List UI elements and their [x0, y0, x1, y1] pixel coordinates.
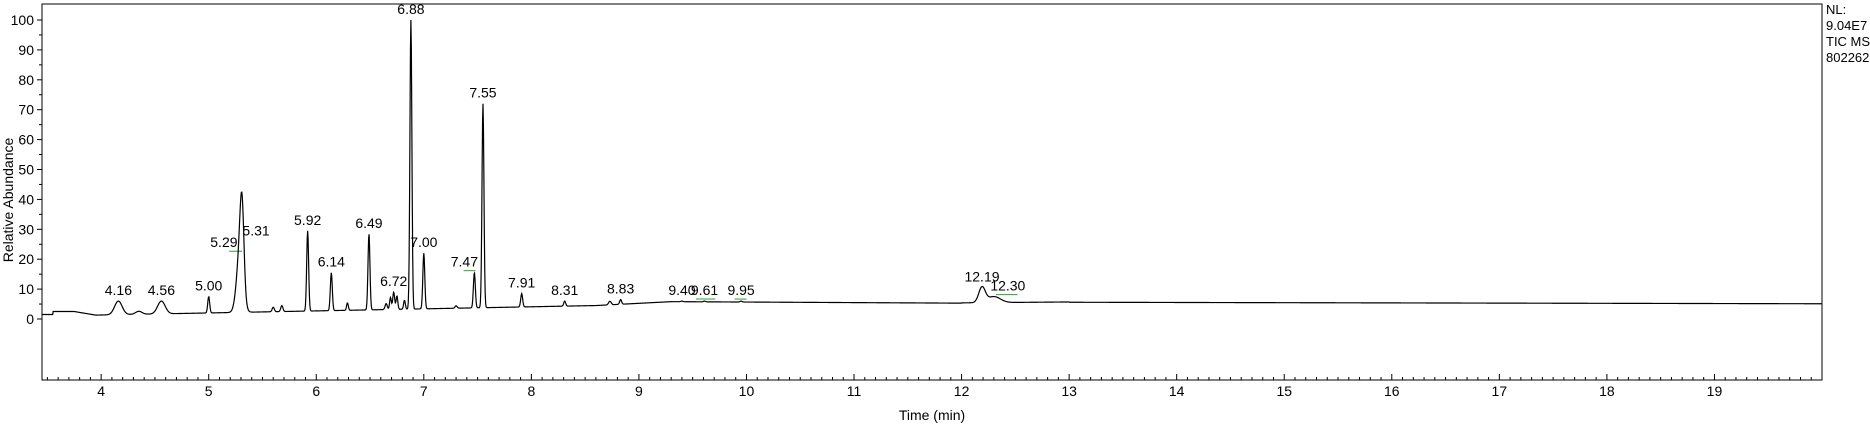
x-tick-label: 15	[1276, 383, 1292, 399]
peak-label: 5.00	[195, 278, 222, 294]
peak-label: 9.40	[668, 282, 695, 298]
peak-label: 6.72	[380, 273, 407, 289]
peak-label: 5.92	[294, 212, 321, 228]
peak-label: 4.56	[148, 282, 175, 298]
x-tick-label: 9	[635, 383, 643, 399]
peak-labels: 4.16 4.56 5.00 5.29 5.31 5.92 6.14 6.49 6.72 6.88…	[105, 1, 1026, 298]
peak-label: 7.47	[451, 254, 478, 270]
x-tick-label: 19	[1707, 383, 1723, 399]
y-tick-label: 60	[18, 132, 34, 148]
y-axis: 0 10 20 30 40 50 60 70 80 90 100	[11, 12, 42, 327]
plot-frame	[41, 3, 1823, 381]
y-tick-label: 90	[18, 42, 34, 58]
x-tick-label: 14	[1169, 383, 1185, 399]
x-tick-label: 7	[420, 383, 428, 399]
peak-label: 6.14	[318, 254, 345, 270]
peak-label: 8.83	[607, 281, 634, 297]
y-tick-label: 0	[26, 311, 34, 327]
y-tick-label: 10	[18, 281, 34, 297]
peak-label: 7.55	[469, 85, 496, 101]
x-tick-label: 8	[527, 383, 535, 399]
peak-label: 9.61	[691, 282, 718, 298]
peak-label: 5.31	[242, 222, 269, 238]
peak-label: 7.91	[508, 275, 535, 291]
x-tick-label: 5	[205, 383, 213, 399]
y-tick-label: 80	[18, 72, 34, 88]
y-tick-label: 50	[18, 162, 34, 178]
y-tick-label: 20	[18, 251, 34, 267]
x-tick-label: 16	[1384, 383, 1400, 399]
x-tick-label: 12	[954, 383, 970, 399]
y-tick-label: 70	[18, 102, 34, 118]
y-tick-label: 30	[18, 221, 34, 237]
trace-type: TIC MS	[1826, 34, 1870, 49]
normalization-label: NL:	[1826, 2, 1847, 17]
peak-label: 9.95	[727, 282, 754, 298]
x-tick-label: 11	[847, 383, 862, 399]
x-axis: 4 5 6 7 8 9 10 11 12 13 14 15 16 17 18 19	[46, 374, 1823, 399]
sample-id: 802262-	[1826, 50, 1870, 65]
x-tick-label: 17	[1492, 383, 1508, 399]
peak-label: 12.30	[990, 278, 1025, 294]
y-tick-label: 100	[11, 12, 35, 28]
normalization-value: 9.04E7	[1826, 18, 1868, 33]
peak-label: 8.31	[551, 282, 578, 298]
peak-label: 12.19	[964, 269, 999, 285]
x-tick-label: 10	[739, 383, 755, 399]
peak-label: 5.29	[210, 234, 237, 250]
x-tick-label: 13	[1061, 383, 1077, 399]
x-tick-label: 4	[97, 383, 105, 399]
peak-label: 6.88	[397, 1, 424, 17]
peak-baselines	[229, 250, 1018, 300]
tic-trace	[42, 19, 1822, 316]
y-tick-label: 40	[18, 191, 34, 207]
y-axis-label: Relative Abundance	[0, 138, 16, 263]
peak-label: 7.00	[410, 234, 437, 250]
trace-info-panel: NL: 9.04E7 TIC MS 802262-	[1826, 2, 1870, 66]
x-tick-label: 6	[312, 383, 320, 399]
peak-label: 6.49	[355, 215, 382, 231]
x-tick-label: 18	[1599, 383, 1615, 399]
x-axis-label: Time (min)	[899, 407, 965, 423]
peak-label: 4.16	[105, 282, 132, 298]
